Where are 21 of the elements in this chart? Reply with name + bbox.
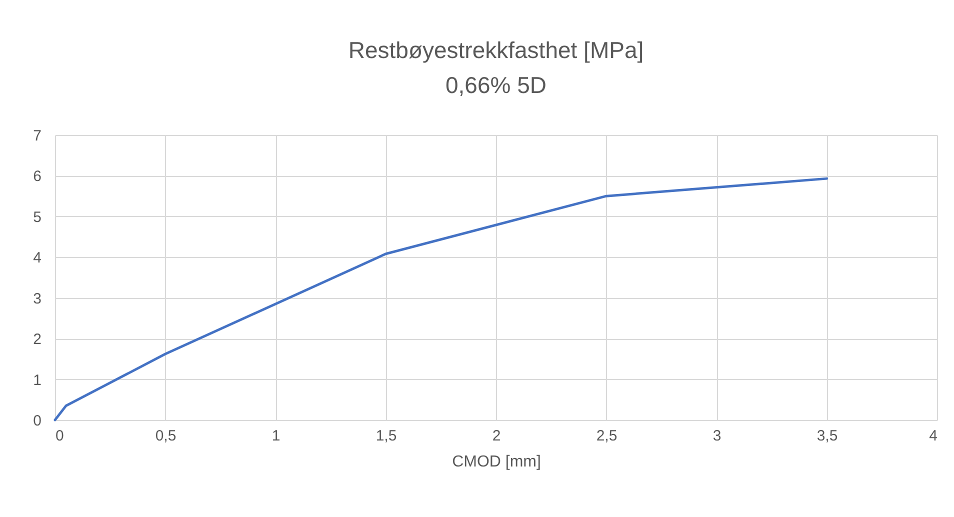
- x-axis-title: CMOD [mm]: [452, 454, 541, 470]
- y-tick-label: 7: [33, 128, 42, 144]
- x-tick-label: 4: [929, 428, 938, 444]
- y-tick-label: 0: [33, 412, 42, 430]
- y-tick-label: 5: [33, 208, 42, 226]
- y-tick-label: 4: [33, 250, 42, 267]
- chart-subtitle: 0,66% 5D: [445, 72, 547, 98]
- x-tick-label: 2,5: [596, 428, 618, 444]
- x-tick-label: 1: [272, 428, 280, 444]
- x-tick-label: 0: [56, 428, 64, 444]
- chart-title: Restbøyestrekkfasthet [MPa]: [348, 37, 644, 63]
- y-tick-label: 6: [33, 168, 42, 186]
- x-tick-label: 3,5: [816, 428, 838, 444]
- y-tick-label: 2: [33, 331, 42, 348]
- x-tick-label: 1,5: [376, 428, 397, 444]
- x-tick-label: 3: [712, 428, 722, 444]
- y-tick-label: 3: [33, 290, 42, 308]
- line-series: [54, 177, 828, 422]
- y-tick-label: 1: [33, 372, 42, 389]
- x-tick-label: 0,5: [155, 428, 176, 444]
- x-tick-label: 2: [492, 428, 501, 444]
